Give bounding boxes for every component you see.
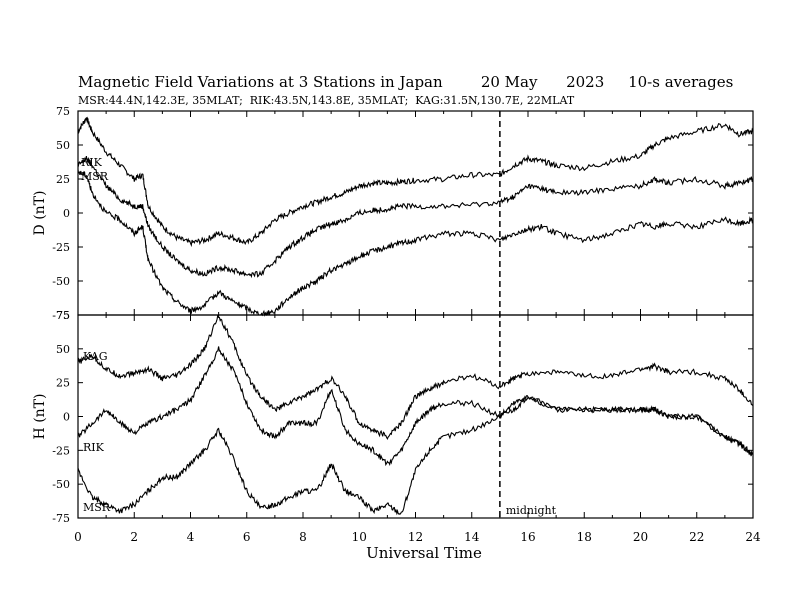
chart-subtitle: MSR:44.4N,142.3E, 35MLAT; RIK:43.5N,143.… bbox=[78, 94, 575, 107]
x-tick-label: 4 bbox=[187, 530, 195, 544]
y-tick-label: 0 bbox=[63, 411, 70, 424]
y-tick-label: -50 bbox=[52, 478, 70, 491]
y-tick-label: 50 bbox=[56, 343, 70, 356]
y-tick-label: -25 bbox=[52, 444, 70, 457]
x-tick-label: 24 bbox=[745, 530, 761, 544]
x-tick-label: 6 bbox=[243, 530, 251, 544]
y-tick-label: 0 bbox=[63, 207, 70, 220]
x-tick-label: 8 bbox=[299, 530, 307, 544]
x-tick-label: 0 bbox=[74, 530, 82, 544]
y-tick-label: 25 bbox=[56, 173, 70, 186]
x-tick-label: 10 bbox=[352, 530, 367, 544]
chart-title: Magnetic Field Variations at 3 Stations … bbox=[78, 73, 734, 91]
y-tick-label: 25 bbox=[56, 377, 70, 390]
y-tick-label: 50 bbox=[56, 139, 70, 152]
y-tick-label: -50 bbox=[52, 275, 70, 288]
series-line-D-KAG bbox=[77, 169, 754, 317]
station-label-D-MSR: MSR bbox=[81, 170, 109, 183]
series-line-D-RIK bbox=[77, 116, 754, 248]
x-tick-label: 12 bbox=[408, 530, 423, 544]
series-line-H-MSR bbox=[77, 394, 754, 516]
series-line-H-RIK bbox=[77, 346, 754, 467]
x-tick-label: 22 bbox=[689, 530, 704, 544]
y-axis-label-D: D (nT) bbox=[32, 191, 48, 236]
station-label-H-MSR: MSR bbox=[83, 501, 111, 514]
y-tick-label: 75 bbox=[56, 309, 70, 322]
series-line-H-KAG bbox=[77, 314, 754, 441]
midnight-label: midnight bbox=[506, 504, 557, 517]
station-label-D-RIK: RIK bbox=[81, 156, 103, 169]
y-tick-label: 75 bbox=[56, 105, 70, 118]
series-line-D-MSR bbox=[77, 155, 754, 279]
x-tick-label: 20 bbox=[633, 530, 648, 544]
x-axis-label: Universal Time bbox=[366, 544, 482, 562]
x-tick-label: 14 bbox=[464, 530, 480, 544]
x-tick-label: 16 bbox=[520, 530, 535, 544]
x-tick-label: 2 bbox=[130, 530, 138, 544]
panel-frame-H bbox=[77, 314, 754, 519]
y-tick-label: -75 bbox=[52, 309, 70, 322]
y-tick-label: -75 bbox=[52, 512, 70, 525]
x-tick-label: 18 bbox=[577, 530, 592, 544]
panel-frame-D bbox=[77, 110, 754, 316]
y-tick-label: -25 bbox=[52, 241, 70, 254]
station-label-H-KAG: KAG bbox=[83, 350, 108, 363]
station-label-H-RIK: RIK bbox=[83, 441, 105, 454]
y-axis-label-H: H (nT) bbox=[32, 394, 48, 440]
